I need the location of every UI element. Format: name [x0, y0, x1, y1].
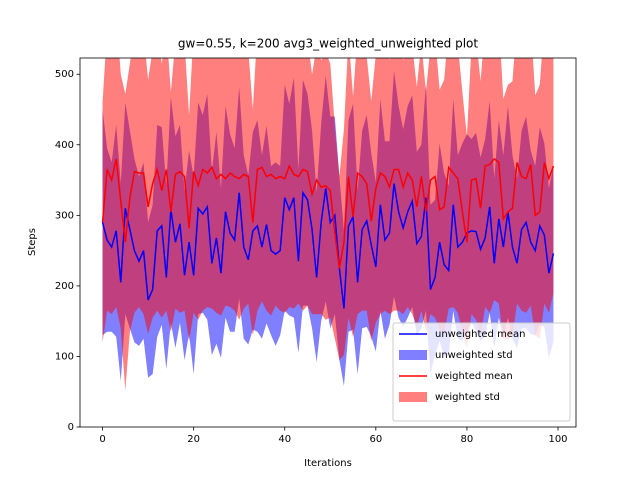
x-tick-label: 40: [278, 434, 291, 445]
legend-label: unweighted std: [435, 350, 513, 361]
x-axis-label: Iterations: [304, 458, 352, 469]
x-tick-label: 0: [99, 434, 105, 445]
x-tick-label: 100: [548, 434, 567, 445]
legend-patch: [399, 392, 427, 402]
y-tick-label: 300: [55, 210, 74, 221]
mean-line: [101, 157, 555, 269]
x-tick-label: 60: [369, 434, 382, 445]
legend-label: unweighted mean: [435, 329, 525, 340]
x-tick-label: 20: [187, 434, 200, 445]
overlay: 0 20 40 60 80 100 0 100 200 300 400 500 unweighted m…: [55, 57, 577, 445]
axes-frame: [79, 57, 577, 428]
y-tick-label: 400: [55, 140, 74, 151]
y-tick-label: 0: [68, 422, 74, 433]
y-axis-label: Steps: [27, 228, 38, 256]
plot-area: [101, 58, 555, 391]
legend-box: [392, 322, 571, 422]
chart-title: gw=0.55, k=200 avg3_weighted_unweighted …: [178, 37, 479, 51]
y-tick-label: 200: [55, 281, 74, 292]
y-tick-label: 500: [55, 69, 74, 80]
legend-patch: [399, 350, 427, 360]
legend-label: weighted mean: [435, 371, 513, 382]
y-tick-label: 100: [55, 351, 74, 362]
std-band: [102, 58, 554, 391]
mean-line: [101, 183, 555, 309]
legend-label: weighted std: [435, 392, 500, 403]
x-tick-label: 80: [461, 434, 474, 445]
